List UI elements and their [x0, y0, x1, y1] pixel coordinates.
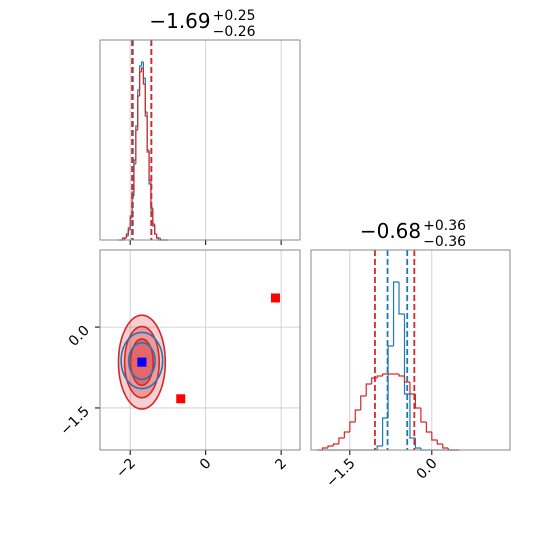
histogram-step — [398, 374, 405, 377]
histogram-step — [122, 237, 125, 240]
histogram-step — [392, 281, 400, 346]
histogram-step — [365, 383, 372, 396]
histogram-step — [403, 314, 410, 395]
y-tick-label: 0.0 — [66, 323, 93, 350]
histogram-step — [349, 421, 356, 432]
histogram-step — [425, 422, 432, 433]
histogram-step — [144, 84, 148, 117]
x-tick-label: 0.0 — [414, 456, 441, 483]
histogram-step — [431, 432, 438, 441]
point — [176, 394, 186, 404]
histogram-step — [332, 443, 339, 446]
histogram-step — [140, 67, 144, 72]
histogram-step — [376, 445, 383, 450]
histogram-step — [343, 431, 350, 438]
histogram-step — [137, 95, 140, 130]
histogram-step — [154, 224, 157, 235]
histogram-step — [152, 208, 155, 225]
histogram-step — [382, 417, 389, 446]
title-upper: +0.25 — [213, 8, 256, 24]
title-lower: −0.36 — [423, 234, 466, 250]
histogram-step — [414, 438, 421, 449]
point — [270, 293, 280, 303]
histogram-step — [403, 376, 410, 383]
histogram-step — [338, 437, 345, 444]
histogram-step — [327, 445, 334, 448]
histogram-step — [125, 233, 129, 238]
histogram-step — [146, 116, 150, 153]
x-tick-label: −2 — [113, 456, 139, 482]
panel-title: −1.69 — [149, 9, 210, 33]
histogram-step — [140, 61, 144, 66]
histogram-step — [442, 444, 449, 449]
histogram-step — [376, 375, 383, 378]
x-tick-label: −1.5 — [323, 456, 358, 491]
x-tick-label: 2 — [272, 456, 290, 474]
contour — [120, 331, 164, 390]
point — [137, 357, 147, 367]
contour — [127, 341, 156, 381]
panel-title: −0.68 — [360, 219, 421, 243]
title-upper: +0.36 — [423, 218, 466, 234]
y-tick-label: −1.5 — [57, 403, 92, 438]
histogram-step — [398, 282, 405, 315]
title-lower: −0.26 — [213, 24, 256, 40]
histogram-step — [354, 409, 361, 422]
histogram-step — [148, 152, 151, 181]
histogram-step — [436, 440, 443, 445]
histogram-step — [387, 345, 394, 418]
histogram-step — [382, 373, 389, 376]
x-tick-label: 0 — [197, 456, 215, 474]
histogram-step — [414, 394, 421, 409]
axes-frame — [310, 249, 511, 451]
histogram-step — [420, 408, 427, 423]
histogram-step — [135, 129, 138, 160]
axes-frame — [99, 39, 301, 241]
axes-frame — [99, 249, 301, 451]
histogram-step — [133, 159, 136, 192]
histogram-step — [360, 395, 367, 410]
histogram-step — [139, 71, 142, 96]
histogram-step — [156, 234, 159, 239]
histogram-step — [321, 447, 328, 450]
histogram-step — [142, 68, 146, 85]
histogram-step — [127, 227, 131, 234]
histogram-step — [409, 394, 416, 439]
